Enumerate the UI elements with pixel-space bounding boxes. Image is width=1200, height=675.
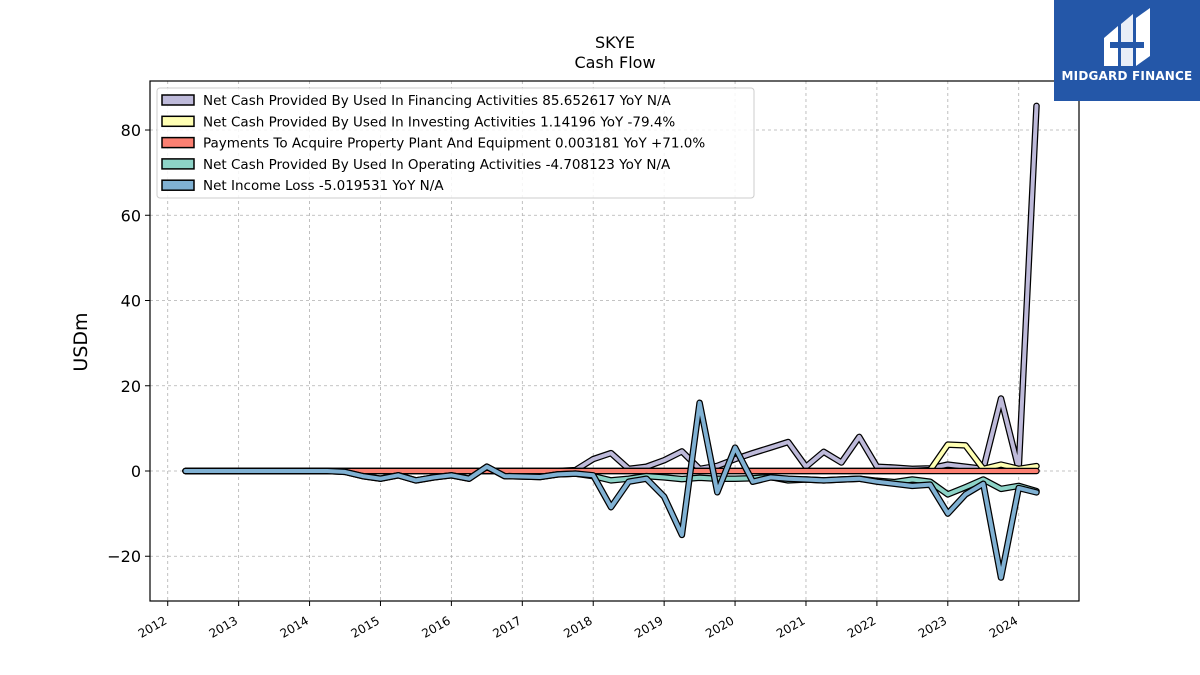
x-tick-label: 2024 xyxy=(987,613,1020,640)
midgard-finance-logo: MIDGARD FINANCE xyxy=(1054,0,1200,101)
legend-swatch xyxy=(161,158,195,170)
series-layer xyxy=(182,102,1040,581)
axis-ticks: 2012 2013 2014 2015 2016 2017 2018 2019 2020 2021… xyxy=(107,121,1020,641)
legend-entry: Net Income Loss -5.019531 YoY N/A xyxy=(203,178,444,194)
logo-wordmark: MIDGARD FINANCE xyxy=(1061,69,1193,83)
y-tick-label: −20 xyxy=(107,547,141,566)
x-tick-label: 2017 xyxy=(490,613,523,640)
chart-subtitle: Cash Flow xyxy=(574,53,655,72)
y-tick-label: 20 xyxy=(121,377,141,396)
legend-entry: Payments To Acquire Property Plant And E… xyxy=(203,136,705,152)
series-4 xyxy=(182,399,1040,581)
x-tick-label: 2016 xyxy=(419,613,452,640)
x-tick-label: 2018 xyxy=(561,613,594,640)
x-tick-label: 2012 xyxy=(136,613,169,640)
legend-entry: Net Cash Provided By Used In Operating A… xyxy=(203,157,671,173)
series-line xyxy=(183,400,1039,580)
legend-box xyxy=(156,87,755,199)
legend-swatch xyxy=(161,115,195,128)
y-tick-label: 60 xyxy=(121,206,141,225)
series-line-outline xyxy=(182,399,1040,581)
legend-swatch xyxy=(161,94,195,106)
x-tick-label: 2021 xyxy=(774,613,807,640)
x-tick-label: 2019 xyxy=(632,613,665,640)
x-tick-label: 2023 xyxy=(916,613,949,640)
x-tick-label: 2014 xyxy=(278,613,311,640)
legend-entry: Net Cash Provided By Used In Investing A… xyxy=(203,114,675,130)
legend-entry: Net Cash Provided By Used In Financing A… xyxy=(203,93,671,109)
y-axis-label: USDm xyxy=(70,312,92,371)
legend: Net Cash Provided By Used In Financing A… xyxy=(156,87,755,199)
x-tick-label: 2022 xyxy=(845,613,878,640)
y-tick-label: 40 xyxy=(121,292,141,311)
x-tick-label: 2020 xyxy=(703,613,736,640)
x-tick-label: 2015 xyxy=(349,613,382,640)
y-tick-label: 0 xyxy=(131,462,141,481)
midgard-logo-icon xyxy=(1104,8,1150,66)
chart-title: SKYE xyxy=(595,33,635,52)
legend-swatch xyxy=(161,136,195,149)
x-tick-label: 2013 xyxy=(207,613,240,640)
y-tick-label: 80 xyxy=(121,121,141,140)
legend-swatch xyxy=(161,179,195,191)
plot-frame xyxy=(149,80,1080,602)
